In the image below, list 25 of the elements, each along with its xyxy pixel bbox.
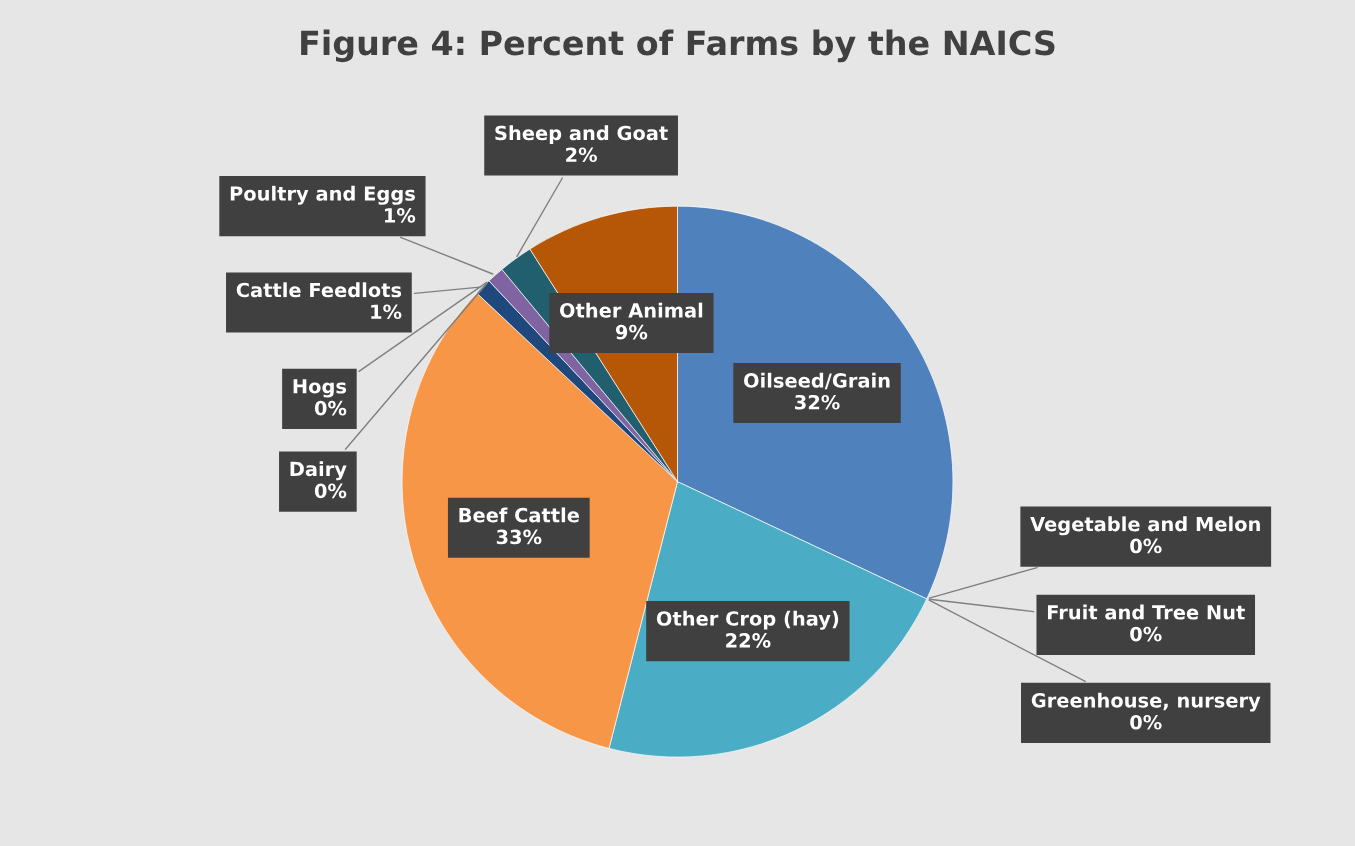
slice-label: Oilseed/Grain bbox=[744, 372, 890, 390]
data-label: 33% bbox=[496, 529, 542, 545]
chart-title: Figure 4: Percent of Farms by the NAICS bbox=[301, 29, 1055, 63]
category-label: Fruit and Tree Nut bbox=[1047, 604, 1245, 620]
slice-label: Other Animal bbox=[559, 302, 703, 318]
data-label: 22% bbox=[726, 633, 771, 648]
category-label: Dairy bbox=[290, 461, 347, 481]
data-label: 2% bbox=[566, 147, 597, 163]
category-label: Greenhouse, nursery bbox=[1031, 692, 1261, 712]
category-label: Vegetable and Melon bbox=[1030, 516, 1260, 536]
slice-label: Cattle Feedlots bbox=[236, 282, 402, 298]
text: 0% bbox=[1130, 538, 1162, 554]
text: 0% bbox=[1130, 626, 1162, 642]
category-label: Hogs bbox=[293, 379, 347, 398]
slice-label: Sheep and Goat bbox=[495, 125, 668, 145]
text: 0% bbox=[1130, 714, 1162, 730]
data-label: 1% bbox=[385, 208, 416, 223]
data-label: 32% bbox=[795, 394, 840, 410]
text: 0% bbox=[314, 483, 347, 499]
slice-label: Other Crop (hay) bbox=[656, 610, 839, 630]
data-label: 9% bbox=[615, 324, 648, 340]
data-label: 1% bbox=[371, 304, 402, 320]
text: 0% bbox=[314, 400, 347, 416]
slice-label: Poultry and Eggs bbox=[230, 185, 415, 205]
slice-label: Beef Cattle bbox=[459, 507, 579, 523]
